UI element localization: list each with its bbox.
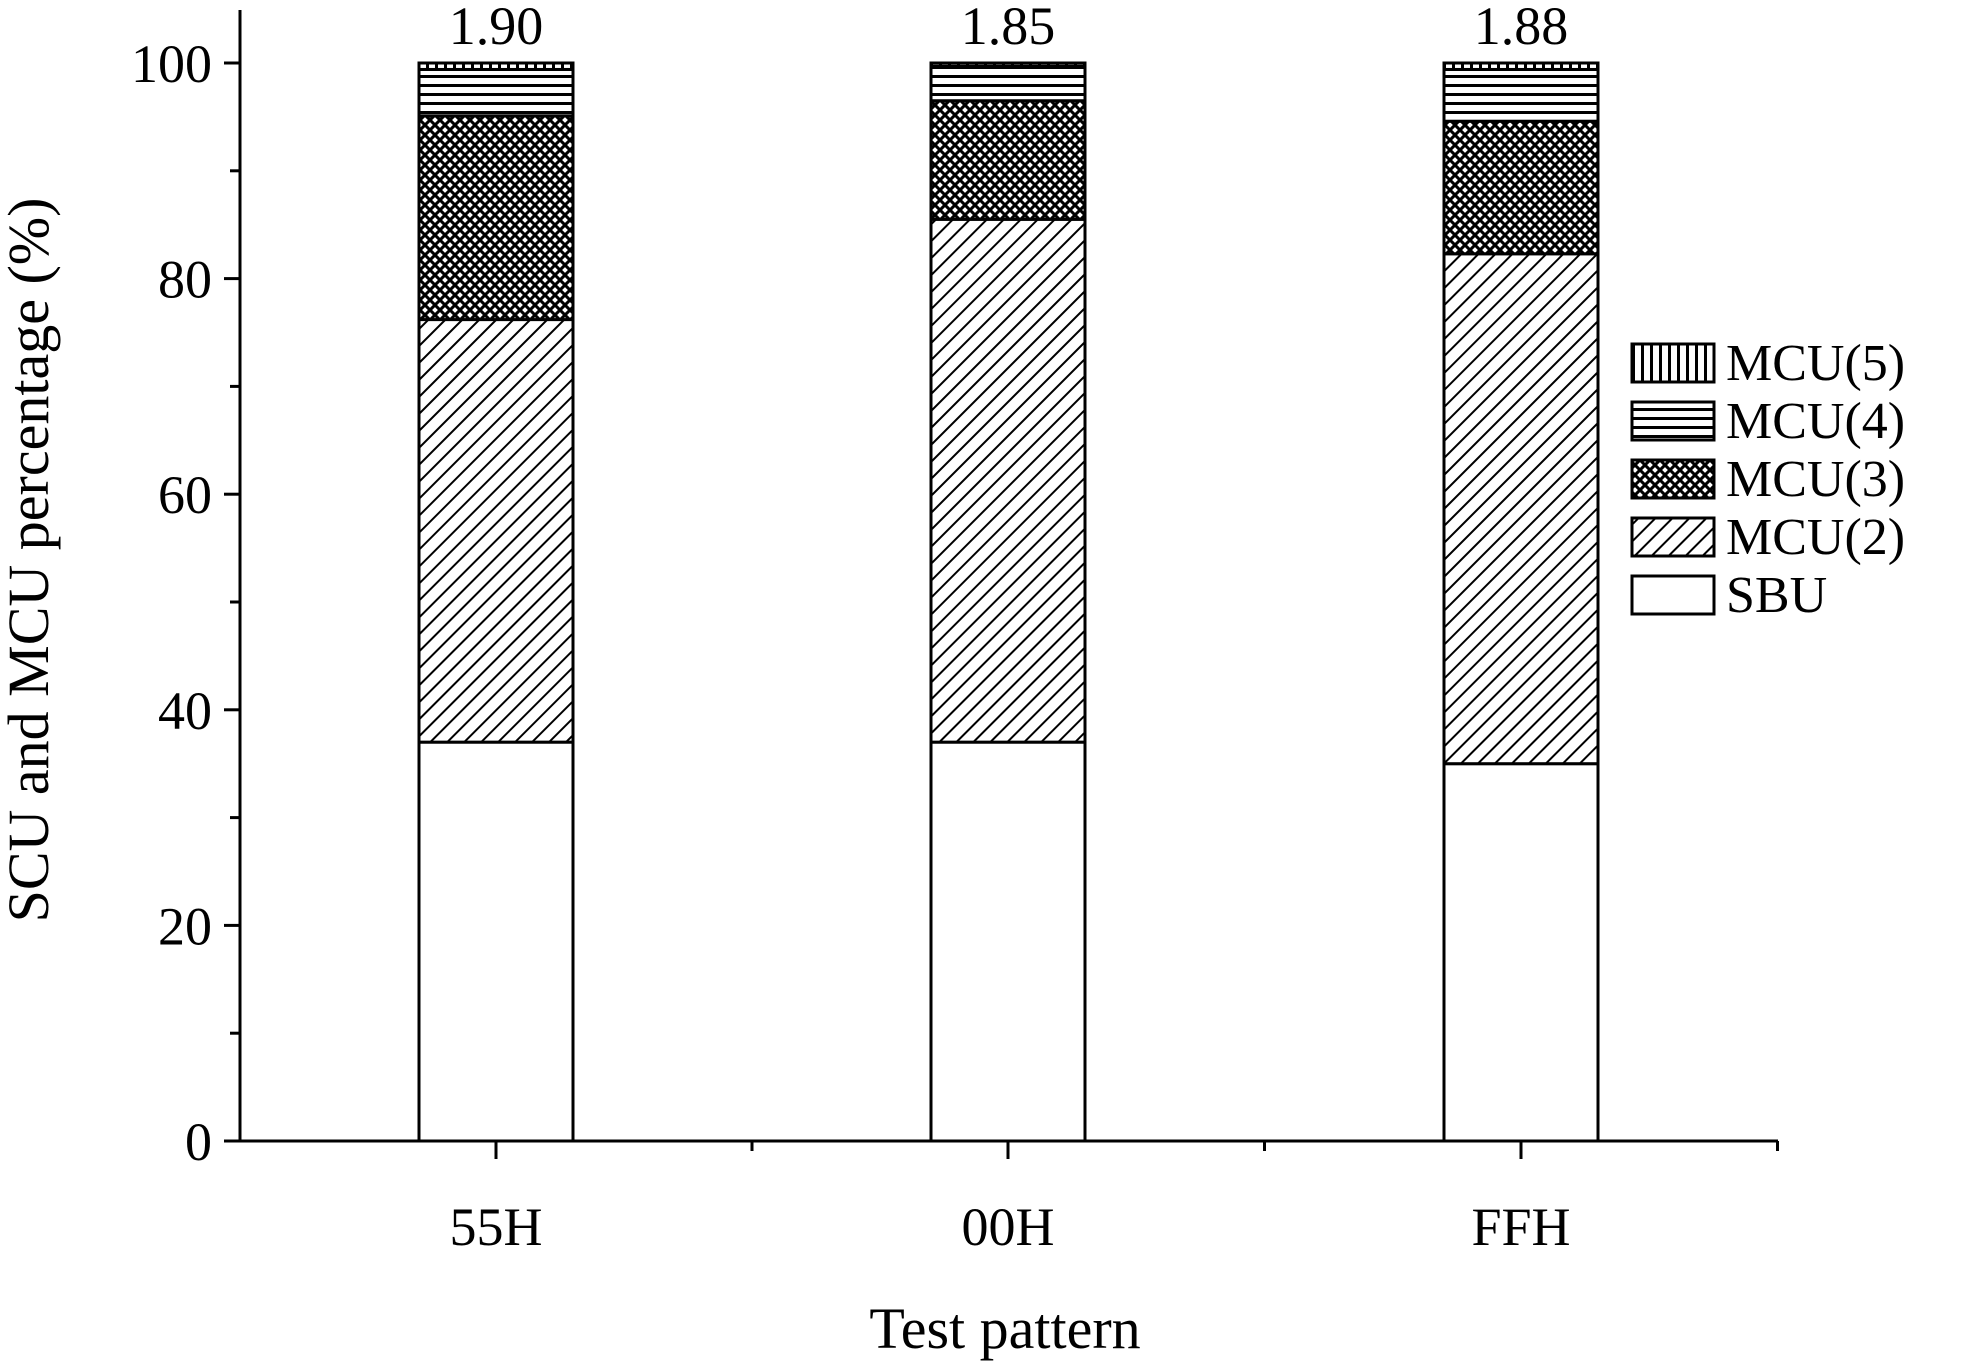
bar-segment-mcu5 xyxy=(929,61,1087,68)
legend-swatch xyxy=(1630,574,1716,616)
x-axis-label: Test pattern xyxy=(869,1296,1140,1361)
bar-segment-sbu xyxy=(417,740,575,1143)
legend-swatch xyxy=(1630,458,1716,500)
y-tick-label: 20 xyxy=(158,896,212,956)
bar-top-labels: 1.90 1.85 1.88 xyxy=(449,0,1569,56)
bar-segment-mcu3 xyxy=(417,114,575,322)
legend: MCU(5)MCU(4)MCU(3)MCU(2)SBU xyxy=(1630,335,1905,624)
legend-label: MCU(4) xyxy=(1726,393,1905,450)
bar-segment-mcu4 xyxy=(929,64,1087,103)
bar-segment-mcu5 xyxy=(417,61,575,71)
bar-top-label: 1.90 xyxy=(449,0,544,56)
bar-top-label: 1.85 xyxy=(961,0,1056,56)
legend-swatch xyxy=(1630,516,1716,558)
legend-label: MCU(5) xyxy=(1726,335,1905,392)
bar-segment-sbu xyxy=(1442,762,1600,1143)
x-tick-label: 00H xyxy=(962,1197,1055,1257)
bar-segment-mcu3 xyxy=(1442,119,1600,256)
y-tick-label: 80 xyxy=(158,250,212,310)
bar-segment-mcu5 xyxy=(1442,61,1600,71)
legend-swatch xyxy=(1630,342,1716,384)
legend-label: SBU xyxy=(1726,567,1827,624)
axes: 0 20 40 60 80 100 55H 00H FFH xyxy=(131,10,1779,1257)
y-tick-label: 60 xyxy=(158,465,212,525)
bar-segment-mcu4 xyxy=(1442,67,1600,123)
bar-segment-mcu2 xyxy=(1442,252,1600,766)
y-tick-label: 40 xyxy=(158,681,212,741)
bar-segment-mcu3 xyxy=(929,99,1087,221)
bar-segment-sbu xyxy=(929,740,1087,1143)
y-tick-label: 100 xyxy=(131,34,212,94)
bar-top-label: 1.88 xyxy=(1474,0,1569,56)
bar-segment-mcu4 xyxy=(417,67,575,118)
y-tick-label: 0 xyxy=(185,1112,212,1172)
x-tick-label: 55H xyxy=(450,1197,543,1257)
bar-segment-mcu2 xyxy=(929,217,1087,744)
x-tick-label: FFH xyxy=(1471,1197,1570,1257)
legend-label: MCU(2) xyxy=(1726,509,1905,566)
legend-swatch xyxy=(1630,400,1716,442)
bar-segment-mcu2 xyxy=(417,318,575,744)
bars xyxy=(417,61,1600,1143)
y-axis-label: SCU and MCU percentage (%) xyxy=(0,198,61,923)
legend-label: MCU(3) xyxy=(1726,451,1905,508)
